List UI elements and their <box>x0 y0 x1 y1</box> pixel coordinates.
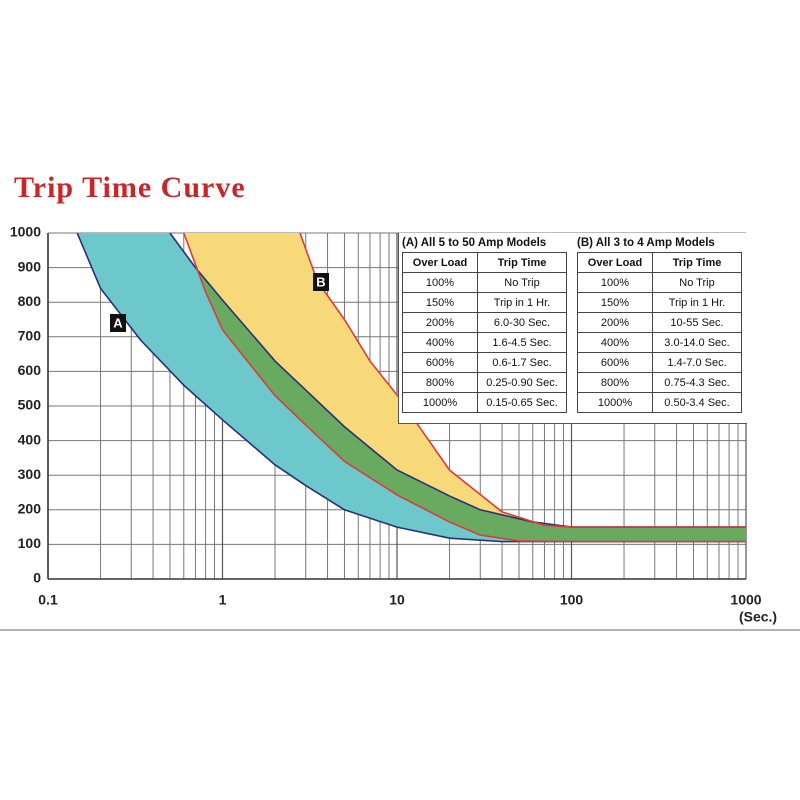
y-tick-label: 900 <box>18 258 42 274</box>
cell: 150% <box>577 292 653 313</box>
band-edge <box>183 233 746 543</box>
table-row: Over Load Trip Time <box>577 252 742 273</box>
cell: 1.6-4.5 Sec. <box>477 332 567 353</box>
table-row: 800% 0.25-0.90 Sec. <box>402 372 567 393</box>
band-edge <box>169 233 746 528</box>
y-tick-label: 1000 <box>10 224 41 240</box>
table-row: 1000% 0.15-0.65 Sec. <box>402 392 567 413</box>
band-edge <box>76 233 746 543</box>
cell: 400% <box>577 332 653 353</box>
table-row: 100% No Trip <box>577 272 742 293</box>
x-tick-label: 10 <box>389 592 405 608</box>
y-tick-label: 600 <box>18 362 42 378</box>
trip-table: (A) All 5 to 50 Amp Models Over Load Trip … <box>402 234 567 413</box>
table-row: 150% Trip in 1 Hr. <box>577 292 742 313</box>
cell: 0.50-3.4 Sec. <box>652 392 742 413</box>
table-row: Over Load Trip Time <box>402 252 567 273</box>
table-row: 150% Trip in 1 Hr. <box>402 292 567 313</box>
y-tick-label: 400 <box>18 431 42 447</box>
x-tick-label: 1 <box>219 592 227 608</box>
x-tick-label: 0.1 <box>38 592 58 608</box>
cell: Trip in 1 Hr. <box>477 292 567 313</box>
y-tick-label: 0 <box>33 570 41 586</box>
table-title: (A) All 5 to 50 Amp Models <box>402 237 547 249</box>
band-tag: A <box>113 315 123 330</box>
table-row: 200% 10-55 Sec. <box>577 312 742 333</box>
cell: 1000% <box>402 392 478 413</box>
table-row: 200% 6.0-30 Sec. <box>402 312 567 333</box>
band-tag: B <box>316 274 325 289</box>
cell: 800% <box>577 372 653 393</box>
table: Over Load Trip Time 100% No Trip 150% Trip in… <box>402 252 567 413</box>
table-row: 400% 3.0-14.0 Sec. <box>577 332 742 353</box>
y-tick-label: 700 <box>18 328 42 344</box>
table-row: 1000% 0.50-3.4 Sec. <box>577 392 742 413</box>
header-cell: Over Load <box>402 252 478 273</box>
header-cell: Trip Time <box>652 252 742 273</box>
x-axis-label: (Sec.) <box>739 609 777 625</box>
table-row: 600% 0.6-1.7 Sec. <box>402 352 567 373</box>
chart-title: Trip Time Curve <box>14 171 246 204</box>
cell: 200% <box>577 312 653 333</box>
table-row: 400% 1.6-4.5 Sec. <box>402 332 567 353</box>
trip-table: (B) All 3 to 4 Amp Models Over Load Trip T… <box>577 234 742 413</box>
table-title: (B) All 3 to 4 Amp Models <box>577 237 715 249</box>
cell: 100% <box>577 272 653 293</box>
band-tag-box <box>313 273 329 291</box>
cell: 600% <box>402 352 478 373</box>
band-tag-box <box>110 314 126 332</box>
cell: 1000% <box>577 392 653 413</box>
cell: 10-55 Sec. <box>652 312 742 333</box>
band-edge <box>299 233 746 528</box>
table-row: 600% 1.4-7.0 Sec. <box>577 352 742 373</box>
cell: 600% <box>577 352 653 373</box>
cell: Trip in 1 Hr. <box>652 292 742 313</box>
x-tick-label: 1000 <box>730 592 761 608</box>
header-cell: Trip Time <box>477 252 567 273</box>
y-tick-label: 200 <box>18 501 42 517</box>
cell: 3.0-14.0 Sec. <box>652 332 742 353</box>
header-cell: Over Load <box>577 252 653 273</box>
table-row: 800% 0.75-4.3 Sec. <box>577 372 742 393</box>
bands <box>76 233 746 543</box>
cell: 0.25-0.90 Sec. <box>477 372 567 393</box>
y-tick-label: 100 <box>18 535 42 551</box>
y-tick-label: 500 <box>18 397 42 413</box>
axes: 0 100 200 300 400 500 600 700 800 900 1000 0.1 1 10 10… <box>10 224 777 625</box>
cell: 100% <box>402 272 478 293</box>
table: Over Load Trip Time 100% No Trip 150% Trip in… <box>577 252 742 413</box>
y-tick-label: 300 <box>18 466 42 482</box>
cell: 0.15-0.65 Sec. <box>477 392 567 413</box>
table-panel: (A) All 5 to 50 Amp Models Over Load Trip … <box>398 233 747 424</box>
table-row: 100% No Trip <box>402 272 567 293</box>
y-tick-label: 800 <box>18 293 42 309</box>
cell: 1.4-7.0 Sec. <box>652 352 742 373</box>
cell: 150% <box>402 292 478 313</box>
cell: 200% <box>402 312 478 333</box>
cell: 0.75-4.3 Sec. <box>652 372 742 393</box>
cell: 6.0-30 Sec. <box>477 312 567 333</box>
cell: 400% <box>402 332 478 353</box>
cell: No Trip <box>477 272 567 293</box>
cell: No Trip <box>652 272 742 293</box>
cell: 0.6-1.7 Sec. <box>477 352 567 373</box>
cell: 800% <box>402 372 478 393</box>
x-tick-label: 100 <box>560 592 584 608</box>
band-fill <box>183 233 746 542</box>
